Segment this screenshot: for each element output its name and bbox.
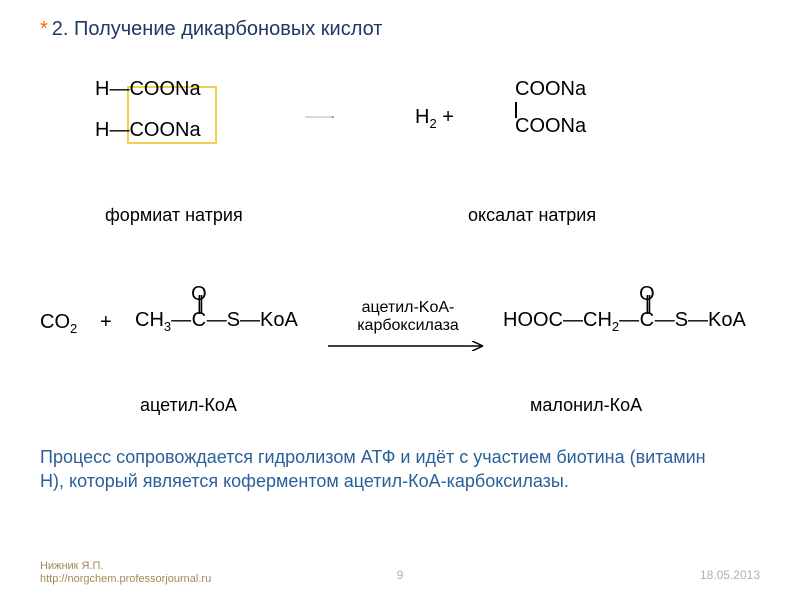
h2-h: H bbox=[415, 106, 429, 128]
credit: Нижник Я.П. http://norgchem.professorjou… bbox=[40, 560, 211, 586]
malonyl-skoa: S—KoA bbox=[675, 309, 746, 331]
credit-author: Нижник Я.П. bbox=[40, 560, 104, 572]
enzyme-arrow: ацетил-KoA- карбоксилаза bbox=[328, 299, 488, 356]
reaction-arrow-2 bbox=[328, 341, 488, 351]
footnote: Процесс сопровождается гидролизом АТФ и … bbox=[40, 445, 720, 493]
malonyl-hooc: HOOC—CH bbox=[503, 309, 612, 331]
co2-c: CO bbox=[40, 311, 70, 333]
malonyl-carbonyl: O||C bbox=[639, 289, 655, 332]
title-asterisk: * bbox=[40, 18, 48, 40]
acetyl-carbonyl: O||C bbox=[191, 289, 207, 332]
acetyl-label: ацетил-КоА bbox=[140, 395, 237, 416]
plus-sign: + bbox=[100, 311, 112, 334]
acetyl-sub: 3 bbox=[164, 319, 171, 334]
co2: CO2 bbox=[40, 311, 77, 336]
h2-sub: 2 bbox=[429, 116, 436, 131]
acetyl-coa: CH3—O||C—S—KoA bbox=[135, 289, 298, 334]
oxalate-product: COONa COONa bbox=[515, 78, 586, 138]
co2-sub: 2 bbox=[70, 321, 77, 336]
formate-line2: H—COONa bbox=[95, 119, 201, 142]
acetyl-skoa: S—KoA bbox=[227, 309, 298, 331]
title-text: 2. Получение дикарбоновых кислот bbox=[52, 18, 383, 40]
oxalate-label: оксалат натрия bbox=[468, 205, 596, 226]
malonyl-sub: 2 bbox=[612, 319, 619, 334]
formate-reactant: H—COONa H—COONa bbox=[95, 78, 201, 142]
enzyme-line2: карбоксилаза bbox=[357, 317, 459, 334]
hydrogen-product: H2 + bbox=[415, 106, 454, 131]
enzyme-label: ацетил-KoA- карбоксилаза bbox=[328, 299, 488, 335]
oxalate-line1: COONa bbox=[515, 78, 586, 101]
malonyl-label: малонил-КоА bbox=[530, 395, 642, 416]
malonyl-coa: HOOC—CH2—O||C—S—KoA bbox=[503, 289, 746, 334]
acetyl-c: C bbox=[192, 309, 206, 331]
credit-url: http://norgchem.professorjournal.ru bbox=[40, 573, 211, 585]
h2-plus: + bbox=[437, 106, 454, 128]
enzyme-line1: ацетил-KoA- bbox=[362, 299, 455, 316]
reaction-2: CO2 + CH3—O||C—S—KoA ацетил-KoA- карбокс… bbox=[40, 275, 760, 365]
acetyl-ch: CH bbox=[135, 309, 164, 331]
oxalate-line2: COONa bbox=[515, 115, 586, 138]
oxalate-bond bbox=[515, 102, 517, 118]
formate-label: формиат натрия bbox=[105, 205, 243, 226]
slide-date: 18.05.2013 bbox=[700, 568, 760, 582]
reaction-arrow-1 bbox=[245, 116, 395, 118]
malonyl-c: C bbox=[640, 309, 654, 331]
slide-title: *2. Получение дикарбоновых кислот bbox=[40, 18, 382, 41]
formate-line1: H—COONa bbox=[95, 78, 201, 101]
page-number: 9 bbox=[397, 568, 404, 582]
reaction-1: H—COONa H—COONa H2 + COONa COONa bbox=[95, 78, 655, 178]
